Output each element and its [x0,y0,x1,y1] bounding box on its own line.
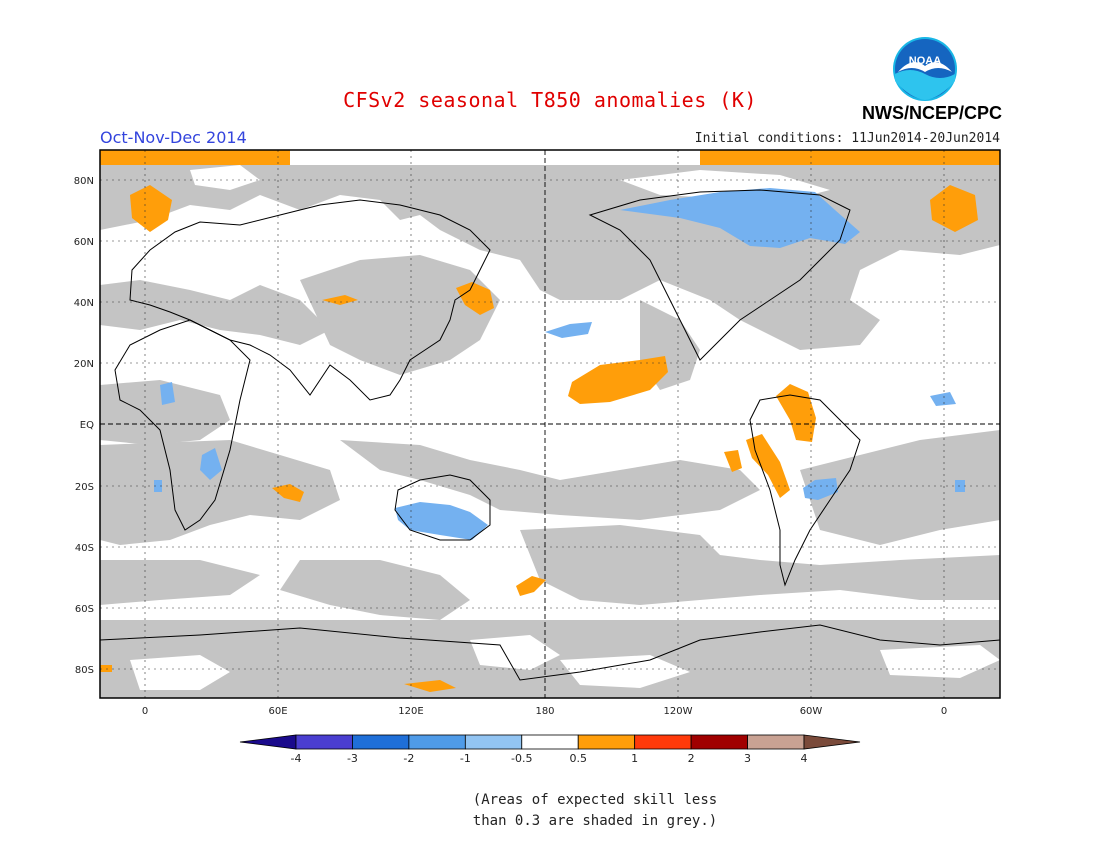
colorbar [239,734,861,750]
colorbar-swatch [577,734,636,750]
cold-anomaly-regions [154,188,965,540]
logo-text: NOAA [909,55,941,67]
colorbar-tick-label: -4 [291,752,302,765]
lon-label: 60W [800,706,823,717]
colorbar-labels: -4 -3 -2 -1 -0.5 0.5 1 2 3 4 [291,752,808,765]
colorbar-tick-label: 2 [688,752,695,765]
lon-label: 0 [941,706,947,717]
colorbar-tick-label: 1 [631,752,638,765]
warm-anomaly-regions [100,150,1000,692]
lon-label: 120E [398,706,423,717]
colorbar-tick-label: 4 [801,752,808,765]
colorbar-swatch [521,734,579,750]
lat-label: 20N [74,359,94,370]
longitude-labels: 0 60E 120E 180 120W 60W 0 [142,706,947,717]
map-frame [99,149,1001,699]
season-label: Oct-Nov-Dec 2014 [100,128,247,147]
colorbar-swatch [747,734,805,750]
colorbar-tick-label: 0.5 [569,752,587,765]
colorbar-tick-label: -0.5 [511,752,532,765]
chart-title: CFSv2 seasonal T850 anomalies (K) [343,88,757,112]
lon-label: 120W [664,706,693,717]
colorbar-swatch [690,734,748,750]
equator-dateline [100,150,1000,698]
colorbar-swatch [634,734,692,750]
colorbar-tick-label: 3 [744,752,751,765]
colorbar-swatch [352,734,410,750]
noaa-logo: NOAA [893,37,957,101]
graticule [100,150,1000,698]
lat-label: 60S [75,604,94,615]
agency-label: NWS/NCEP/CPC [861,103,1002,123]
lat-label: 80S [75,665,94,676]
skill-note: (Areas of expected skill less than 0.3 a… [0,790,1100,832]
colorbar-min-arrow [239,734,297,750]
colorbar-swatch [408,734,466,750]
skill-note-line: (Areas of expected skill less [472,792,718,808]
lat-label: 40S [75,543,94,554]
colorbar-swatch [464,734,523,750]
lon-label: 0 [142,706,148,717]
skill-note-line: than 0.3 are shaded in grey.) [472,813,718,829]
lon-label: 180 [535,706,554,717]
coastlines [100,189,1000,681]
lat-label: 60N [74,237,94,248]
lat-label: 20S [75,482,94,493]
lon-label: 60E [268,706,287,717]
colorbar-tick-label: -3 [347,752,358,765]
lat-label: EQ [80,420,94,431]
colorbar-swatch [295,734,353,750]
colorbar-tick-label: -1 [460,752,471,765]
initial-conditions-label: Initial conditions: 11Jun2014-20Jun2014 [694,131,1000,146]
colorbar-tick-label: -2 [403,752,414,765]
latitude-labels: 80N 60N 40N 20N EQ 20S 40S 60S 80S [74,176,94,676]
colorbar-max-arrow [803,734,861,750]
lat-label: 80N [74,176,94,187]
lat-label: 40N [74,298,94,309]
no-skill-holes [130,165,1000,690]
